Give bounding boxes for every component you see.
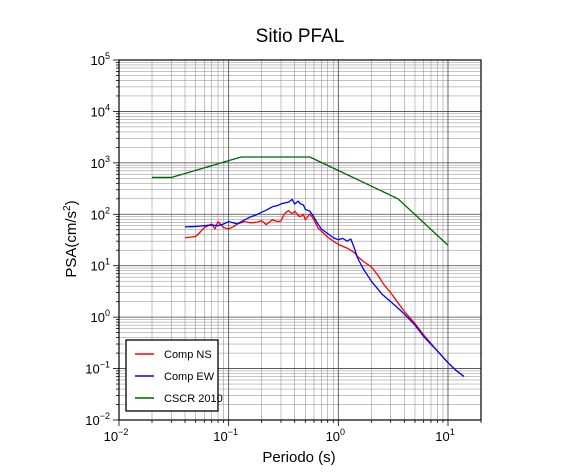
y-tick-label-base: 10 xyxy=(91,310,105,325)
legend-label-comp-ns: Comp NS xyxy=(164,349,212,361)
y-tick-label-exp: 2 xyxy=(105,205,110,215)
y-tick-label-exp: −1 xyxy=(100,360,110,370)
grid-minor xyxy=(119,60,481,420)
y-tick-label: 10−1 xyxy=(85,360,110,377)
legend: Comp NS Comp EW CSCR 2010 xyxy=(125,339,223,412)
x-tick-label-exp: −2 xyxy=(118,427,128,437)
y-tick-label: 103 xyxy=(91,154,110,171)
x-tick-label-base: 10 xyxy=(213,429,227,444)
y-axis-label: PSA(cm/s2) xyxy=(62,200,80,277)
y-tick-label: 101 xyxy=(91,257,110,274)
x-axis-label: Periodo (s) xyxy=(262,449,335,466)
y-tick-label: 10−2 xyxy=(85,411,110,428)
y-tick-label-exp: 3 xyxy=(105,154,110,164)
y-tick-label-base: 10 xyxy=(91,53,105,68)
y-tick-label-base: 10 xyxy=(91,156,105,171)
tick-marks xyxy=(113,59,482,426)
x-tick-label-exp: 0 xyxy=(340,427,345,437)
y-tick-label-base: 10 xyxy=(91,104,105,119)
x-tick-label-exp: −1 xyxy=(228,427,238,437)
x-tick-label-base: 10 xyxy=(104,429,118,444)
series-line-comp-ew xyxy=(184,198,465,378)
series-layer xyxy=(152,156,465,378)
x-tick-label-base: 10 xyxy=(326,429,340,444)
x-tick-label-exp: 1 xyxy=(450,427,455,437)
y-tick-label-base: 10 xyxy=(85,362,99,377)
x-tick-label: 101 xyxy=(435,427,454,444)
legend-label-comp-ew: Comp EW xyxy=(164,371,215,383)
y-tick-label-base: 10 xyxy=(85,413,99,428)
y-tick-label-base: 10 xyxy=(91,207,105,222)
y-axis-label-main: PSA(cm/s xyxy=(63,211,80,278)
legend-label-cscr-2010: CSCR 2010 xyxy=(164,393,223,405)
x-tick-label-base: 10 xyxy=(435,429,449,444)
series-line-comp-ns xyxy=(184,209,465,378)
y-tick-label: 104 xyxy=(91,102,110,119)
chart-title: Sitio PFAL xyxy=(256,26,345,47)
y-tick-label: 102 xyxy=(91,205,110,222)
x-tick-label: 100 xyxy=(326,427,345,444)
y-tick-label-exp: 1 xyxy=(105,257,110,267)
x-tick-label: 10−2 xyxy=(104,427,129,444)
series-line-cscr-2010 xyxy=(152,156,449,246)
y-tick-label-base: 10 xyxy=(91,259,105,274)
y-tick-label: 100 xyxy=(91,308,110,325)
y-tick-label-exp: 4 xyxy=(105,102,110,112)
y-tick-label-exp: 0 xyxy=(105,308,110,318)
y-axis-label-close: ) xyxy=(63,200,80,205)
y-tick-label-exp: 5 xyxy=(105,51,110,61)
y-tick-label: 105 xyxy=(91,51,110,68)
plot-frame xyxy=(118,59,482,421)
y-tick-label-exp: −2 xyxy=(100,411,110,421)
x-tick-label: 10−1 xyxy=(213,427,238,444)
y-axis-label-exp: 2 xyxy=(62,205,73,211)
